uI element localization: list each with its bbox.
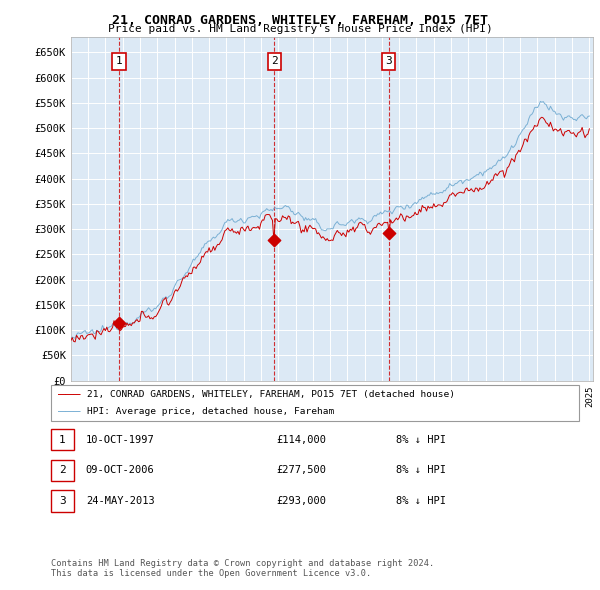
Text: 8% ↓ HPI: 8% ↓ HPI <box>396 435 446 444</box>
Text: 8% ↓ HPI: 8% ↓ HPI <box>396 496 446 506</box>
Text: Price paid vs. HM Land Registry's House Price Index (HPI): Price paid vs. HM Land Registry's House … <box>107 24 493 34</box>
Text: 1: 1 <box>59 435 66 444</box>
Text: 21, CONRAD GARDENS, WHITELEY, FAREHAM, PO15 7ET: 21, CONRAD GARDENS, WHITELEY, FAREHAM, P… <box>112 14 488 27</box>
Point <box>384 228 394 237</box>
Text: 2: 2 <box>59 466 66 475</box>
Text: £114,000: £114,000 <box>276 435 326 444</box>
Text: 10-OCT-1997: 10-OCT-1997 <box>86 435 155 444</box>
Text: 2: 2 <box>271 56 278 66</box>
Text: Contains HM Land Registry data © Crown copyright and database right 2024.
This d: Contains HM Land Registry data © Crown c… <box>51 559 434 578</box>
Text: £293,000: £293,000 <box>276 496 326 506</box>
Text: ———: ——— <box>58 405 80 418</box>
Text: HPI: Average price, detached house, Fareham: HPI: Average price, detached house, Fare… <box>87 407 334 415</box>
Text: 8% ↓ HPI: 8% ↓ HPI <box>396 466 446 475</box>
Text: 21, CONRAD GARDENS, WHITELEY, FAREHAM, PO15 7ET (detached house): 21, CONRAD GARDENS, WHITELEY, FAREHAM, P… <box>87 391 455 399</box>
Text: £277,500: £277,500 <box>276 466 326 475</box>
Text: 3: 3 <box>59 496 66 506</box>
Text: 3: 3 <box>385 56 392 66</box>
Text: 09-OCT-2006: 09-OCT-2006 <box>86 466 155 475</box>
Point <box>269 235 279 245</box>
Point <box>114 318 124 327</box>
Text: 24-MAY-2013: 24-MAY-2013 <box>86 496 155 506</box>
Text: 1: 1 <box>115 56 122 66</box>
Text: ———: ——— <box>58 388 80 401</box>
